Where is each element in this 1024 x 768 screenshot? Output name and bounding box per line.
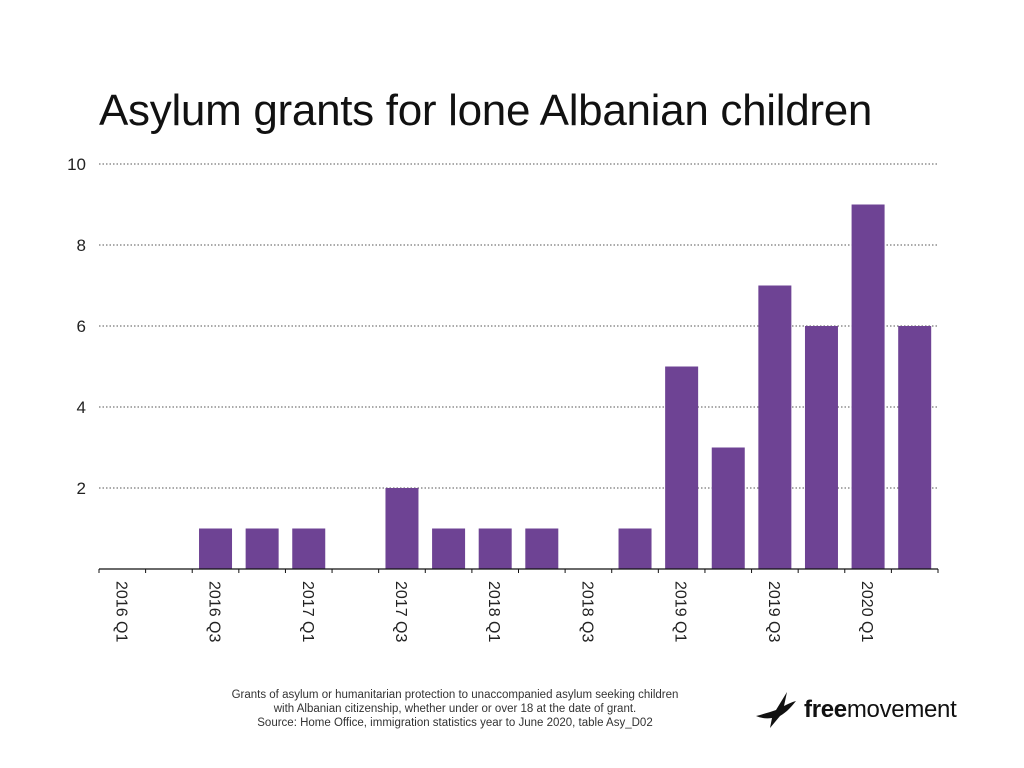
bar-2019-q1 [665, 366, 699, 569]
logo-bold-text: free [804, 696, 847, 723]
y-tick-label: 8 [77, 236, 86, 255]
bar-2020-q2 [898, 326, 932, 569]
x-axis-ticks: 2016 Q1 2016 Q3 2017 Q1 2017 Q3 2018 Q1 2018 … [112, 581, 875, 642]
bar-2017-q1 [292, 528, 326, 569]
x-tick-label: 2017 Q3 [392, 581, 409, 642]
chart-caption: Grants of asylum or humanitarian protect… [175, 688, 735, 730]
bar-2019-q3 [758, 285, 792, 569]
bar-2017-q3 [385, 488, 419, 569]
x-axis [98, 568, 939, 573]
bar-2018-q1 [478, 528, 512, 569]
bar-2016-q3 [199, 528, 233, 569]
x-tick-label: 2018 Q3 [578, 581, 595, 642]
freemovement-logo: freemovement [754, 688, 957, 732]
caption-line: Grants of asylum or humanitarian protect… [231, 689, 679, 701]
y-tick-label: 10 [67, 155, 86, 174]
x-tick-label: 2018 Q1 [485, 581, 502, 642]
x-tick-label: 2019 Q1 [672, 581, 689, 642]
x-tick-label: 2020 Q1 [858, 581, 875, 642]
bars [199, 204, 932, 569]
caption-source: Source: Home Office, immigration statist… [257, 717, 653, 729]
bar-2018-q2 [525, 528, 559, 569]
logo-regular-text: movement [846, 696, 957, 723]
y-tick-label: 2 [77, 479, 86, 498]
bird-icon [756, 692, 796, 728]
logo-wordmark: freemovement [804, 696, 957, 724]
y-tick-label: 6 [77, 317, 86, 336]
y-tick-label: 4 [77, 398, 86, 417]
y-axis-ticks: 2 4 6 8 10 [67, 155, 86, 498]
bar-2017-q4 [432, 528, 466, 569]
x-tick-label: 2019 Q3 [765, 581, 782, 642]
bar-2016-q4 [245, 528, 279, 569]
bar-2018-q4 [618, 528, 652, 569]
caption-line: with Albanian citizenship, whether under… [273, 703, 637, 715]
x-tick-label: 2016 Q1 [112, 581, 129, 642]
bar-2019-q2 [711, 447, 745, 569]
x-tick-label: 2016 Q3 [206, 581, 223, 642]
x-tick-label: 2017 Q1 [299, 581, 316, 642]
bar-2019-q4 [804, 326, 838, 569]
chart-title: Asylum grants for lone Albanian children [99, 86, 873, 135]
bar-2020-q1 [851, 204, 885, 569]
